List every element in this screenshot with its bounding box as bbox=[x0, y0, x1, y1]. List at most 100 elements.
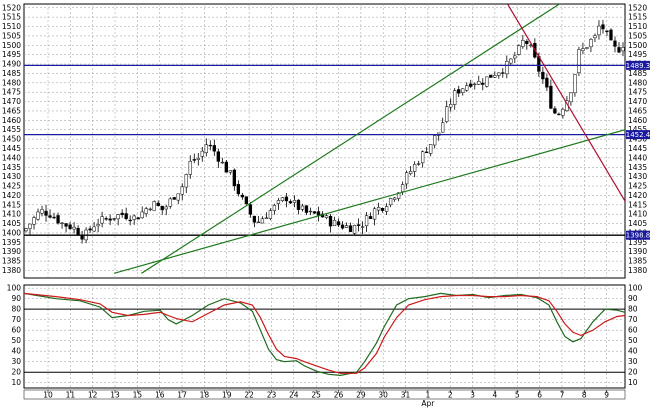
candle-body bbox=[224, 161, 228, 173]
candle-body bbox=[88, 228, 92, 231]
candle-body bbox=[100, 216, 104, 224]
price-level-badge bbox=[626, 230, 650, 240]
price-y-tick-left: 1415 bbox=[2, 200, 21, 209]
x-tick-label: 24 bbox=[289, 391, 299, 400]
candle-body bbox=[388, 198, 393, 206]
candle-body bbox=[44, 210, 48, 216]
price-y-tick-right: 1435 bbox=[628, 163, 647, 172]
candle-body bbox=[392, 197, 397, 200]
price-y-tick-left: 1440 bbox=[2, 153, 21, 162]
candle-body bbox=[561, 109, 565, 116]
candle-body bbox=[136, 217, 140, 220]
candle-body bbox=[384, 206, 389, 212]
candle-body bbox=[549, 85, 553, 109]
price-y-tick-left: 1455 bbox=[2, 125, 21, 134]
candle-body bbox=[28, 223, 32, 229]
price-y-tick-right: 1395 bbox=[628, 238, 647, 247]
oscillator-frame bbox=[23, 284, 626, 389]
candle-body bbox=[417, 163, 421, 165]
candle-body bbox=[457, 89, 461, 94]
x-tick-label: 18 bbox=[200, 391, 210, 400]
candle-body bbox=[521, 40, 525, 47]
candle-body bbox=[364, 215, 369, 227]
candle-body bbox=[192, 159, 196, 161]
candle-body bbox=[352, 225, 357, 234]
price-y-tick-left: 1445 bbox=[2, 144, 21, 153]
candle-body bbox=[577, 49, 581, 73]
oscillator-y-tick-left: 20 bbox=[11, 368, 21, 377]
x-tick-label: 15 bbox=[133, 391, 143, 400]
price-y-tick-right: 1470 bbox=[628, 97, 647, 106]
price-y-tick-left: 1460 bbox=[2, 116, 21, 125]
oscillator-fast-line bbox=[23, 292, 626, 377]
candle-body bbox=[461, 88, 465, 93]
x-tick-label: 2 bbox=[448, 391, 453, 400]
oscillator-y-tick-left: 90 bbox=[11, 294, 21, 303]
price-y-tick-left: 1430 bbox=[2, 172, 21, 181]
oscillator-y-tick-left: 30 bbox=[11, 357, 21, 366]
candle-body bbox=[477, 80, 481, 85]
candle-body bbox=[425, 151, 429, 153]
candle-body bbox=[132, 215, 136, 220]
candle-body bbox=[513, 55, 517, 59]
oscillator-y-tick-left: 40 bbox=[11, 347, 21, 356]
candle-body bbox=[112, 218, 116, 220]
candle-body bbox=[92, 226, 96, 232]
candle-body bbox=[400, 184, 405, 192]
candle-body bbox=[356, 224, 361, 226]
price-y-tick-left: 1480 bbox=[2, 78, 21, 87]
candle-body bbox=[489, 74, 493, 78]
price-y-tick-right: 1505 bbox=[628, 31, 647, 40]
price-y-tick-left: 1475 bbox=[2, 88, 21, 97]
oscillator-y-tick-right: 90 bbox=[628, 294, 638, 303]
candle-body bbox=[244, 196, 249, 204]
price-y-tick-left: 1450 bbox=[2, 135, 21, 144]
price-level-badge bbox=[626, 130, 650, 140]
price-y-tick-left: 1490 bbox=[2, 60, 21, 69]
oscillator-y-tick-left: 100 bbox=[7, 284, 22, 293]
price-y-tick-right: 1445 bbox=[628, 144, 647, 153]
x-axis-band bbox=[23, 389, 626, 400]
candle-body bbox=[517, 45, 521, 55]
candle-body bbox=[324, 215, 329, 218]
candle-body bbox=[380, 207, 385, 211]
candle-body bbox=[180, 186, 184, 195]
candle-body bbox=[108, 218, 112, 221]
candle-body bbox=[172, 197, 176, 200]
price-y-tick-left: 1390 bbox=[2, 247, 21, 256]
candle-body bbox=[376, 207, 381, 211]
candle-body bbox=[204, 144, 208, 153]
price-y-tick-left: 1420 bbox=[2, 191, 21, 200]
candle-body bbox=[64, 223, 68, 227]
candle-body bbox=[569, 92, 573, 103]
candle-body bbox=[589, 38, 593, 48]
candle-body bbox=[292, 200, 297, 203]
candle-body bbox=[449, 103, 453, 108]
candle-body bbox=[553, 108, 557, 114]
price-y-tick-right: 1425 bbox=[628, 182, 647, 191]
price-y-tick-left: 1435 bbox=[2, 163, 21, 172]
price-y-tick-right: 1520 bbox=[628, 3, 647, 12]
price-y-tick-left: 1380 bbox=[2, 266, 21, 275]
oscillator-y-tick-left: 60 bbox=[11, 326, 21, 335]
x-tick-label: 1 bbox=[425, 391, 430, 400]
candle-body bbox=[601, 24, 605, 30]
candle-body bbox=[408, 170, 413, 174]
price-y-tick-left: 1495 bbox=[2, 50, 21, 59]
trendline bbox=[507, 4, 625, 202]
candle-body bbox=[40, 209, 44, 214]
candle-body bbox=[124, 213, 128, 220]
candle-body bbox=[509, 58, 513, 64]
price-y-tick-right: 1455 bbox=[628, 125, 647, 134]
x-tick-label: 7 bbox=[560, 391, 565, 400]
candle-body bbox=[617, 47, 621, 53]
candle-body bbox=[232, 169, 237, 187]
price-y-tick-right: 1515 bbox=[628, 13, 647, 22]
price-y-tick-left: 1405 bbox=[2, 219, 21, 228]
price-y-tick-right: 1405 bbox=[628, 219, 647, 228]
candle-body bbox=[184, 174, 188, 188]
candle-body bbox=[609, 29, 613, 41]
candle-body bbox=[276, 200, 281, 204]
price-y-tick-left: 1515 bbox=[2, 13, 21, 22]
price-y-tick-left: 1485 bbox=[2, 69, 21, 78]
